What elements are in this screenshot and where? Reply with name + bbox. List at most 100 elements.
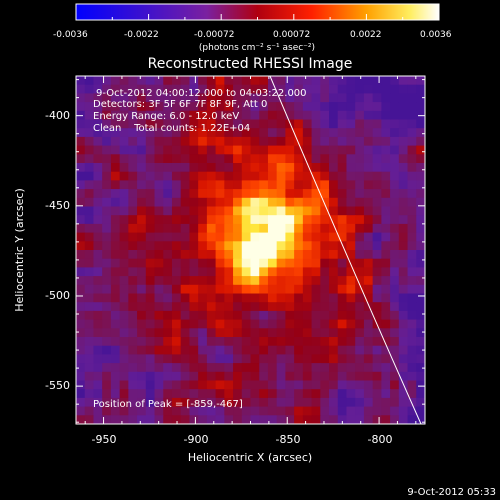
heatmap-pixel <box>241 136 252 147</box>
heatmap-pixel <box>355 76 365 86</box>
heatmap-pixel <box>93 76 103 86</box>
heatmap-pixel <box>180 250 191 260</box>
heatmap-pixel <box>381 171 391 181</box>
heatmap-pixel <box>267 110 278 121</box>
heatmap-pixel <box>407 119 417 129</box>
heatmap-pixel <box>189 406 199 416</box>
heatmap-pixel <box>233 154 243 164</box>
heatmap-pixel <box>145 380 156 390</box>
heatmap-pixel <box>110 337 121 347</box>
heatmap-pixel <box>93 380 103 390</box>
heatmap-pixel <box>390 293 400 303</box>
heatmap-pixel <box>145 284 156 295</box>
heatmap-pixel <box>346 241 356 251</box>
y-tick-label: -400 <box>45 109 70 122</box>
image-title: Reconstructed RHESSI Image <box>148 56 353 72</box>
heatmap-pixel <box>337 302 348 312</box>
heatmap-pixel <box>381 215 391 225</box>
heatmap-pixel <box>363 93 374 103</box>
heatmap-pixel <box>154 206 164 216</box>
heatmap-pixel <box>372 250 382 260</box>
heatmap-pixel <box>329 284 339 295</box>
heatmap-pixel <box>119 154 129 164</box>
heatmap-pixel <box>206 310 217 321</box>
heatmap-pixel <box>110 406 121 416</box>
heatmap-pixel <box>407 345 417 355</box>
heatmap-pixel <box>154 232 164 242</box>
heatmap-pixel <box>294 232 304 242</box>
heatmap-pixel <box>416 371 425 382</box>
heatmap-pixel <box>180 215 191 225</box>
heatmap-pixel <box>233 345 243 355</box>
heatmap-pixel <box>198 258 208 268</box>
heatmap-pixel <box>355 354 365 364</box>
heatmap-pixel <box>381 397 391 408</box>
heatmap-pixel <box>294 145 304 155</box>
heatmap-pixel <box>76 241 86 251</box>
heatmap-pixel <box>84 250 95 260</box>
heatmap-pixel <box>294 136 304 147</box>
heatmap-pixel <box>250 302 260 312</box>
heatmap-pixel <box>189 119 199 129</box>
heatmap-pixel <box>215 276 225 286</box>
heatmap-pixel <box>189 354 199 364</box>
heatmap-pixel <box>398 197 409 208</box>
heatmap-pixel <box>267 406 278 416</box>
heatmap-pixel <box>128 102 138 112</box>
heatmap-pixel <box>76 267 86 277</box>
heatmap-pixel <box>320 284 330 295</box>
heatmap-pixel <box>198 241 208 251</box>
heatmap-pixel <box>363 154 374 164</box>
heatmap-pixel <box>224 354 234 364</box>
heatmap-pixel <box>145 206 156 216</box>
heatmap-pixel <box>110 380 121 390</box>
heatmap-pixel <box>137 276 147 286</box>
heatmap-pixel <box>302 389 313 399</box>
heatmap-pixel <box>76 145 86 155</box>
heatmap-pixel <box>329 206 339 216</box>
heatmap-pixel <box>180 389 191 399</box>
heatmap-pixel <box>84 206 95 216</box>
heatmap-pixel <box>128 154 138 164</box>
heatmap-pixel <box>102 389 112 399</box>
heatmap-pixel <box>285 267 295 277</box>
heatmap-pixel <box>137 102 147 112</box>
heatmap-pixel <box>180 76 191 86</box>
heatmap-pixel <box>215 110 225 121</box>
heatmap-pixel <box>233 128 243 138</box>
heatmap-pixel <box>198 293 208 303</box>
heatmap-pixel <box>294 223 304 234</box>
heatmap-pixel <box>145 171 156 181</box>
heatmap-pixel <box>329 389 339 399</box>
heatmap-pixel <box>93 406 103 416</box>
heatmap-pixel <box>171 102 182 112</box>
heatmap-pixel <box>145 232 156 242</box>
heatmap-pixel <box>233 276 243 286</box>
heatmap-pixel <box>398 250 409 260</box>
heatmap-pixel <box>302 293 313 303</box>
heatmap-pixel <box>102 102 112 112</box>
heatmap-pixel <box>372 415 382 424</box>
heatmap-pixel <box>171 84 182 94</box>
heatmap-pixel <box>311 258 321 268</box>
heatmap-pixel <box>154 371 164 382</box>
heatmap-pixel <box>363 145 374 155</box>
heatmap-pixel <box>119 310 129 321</box>
heatmap-pixel <box>311 215 321 225</box>
heatmap-pixel <box>311 328 321 338</box>
heatmap-pixel <box>320 345 330 355</box>
heatmap-pixel <box>259 406 269 416</box>
heatmap-pixel <box>398 223 409 234</box>
heatmap-pixel <box>206 406 217 416</box>
heatmap-pixel <box>137 293 147 303</box>
heatmap-pixel <box>363 284 374 295</box>
heatmap-pixel <box>102 223 112 234</box>
heatmap-pixel <box>398 102 409 112</box>
heatmap-pixel <box>224 328 234 338</box>
heatmap-pixel <box>93 128 103 138</box>
heatmap-pixel <box>233 284 243 295</box>
heatmap-pixel <box>163 397 173 408</box>
heatmap-pixel <box>145 84 156 94</box>
heatmap-pixel <box>154 337 164 347</box>
heatmap-pixel <box>84 337 95 347</box>
